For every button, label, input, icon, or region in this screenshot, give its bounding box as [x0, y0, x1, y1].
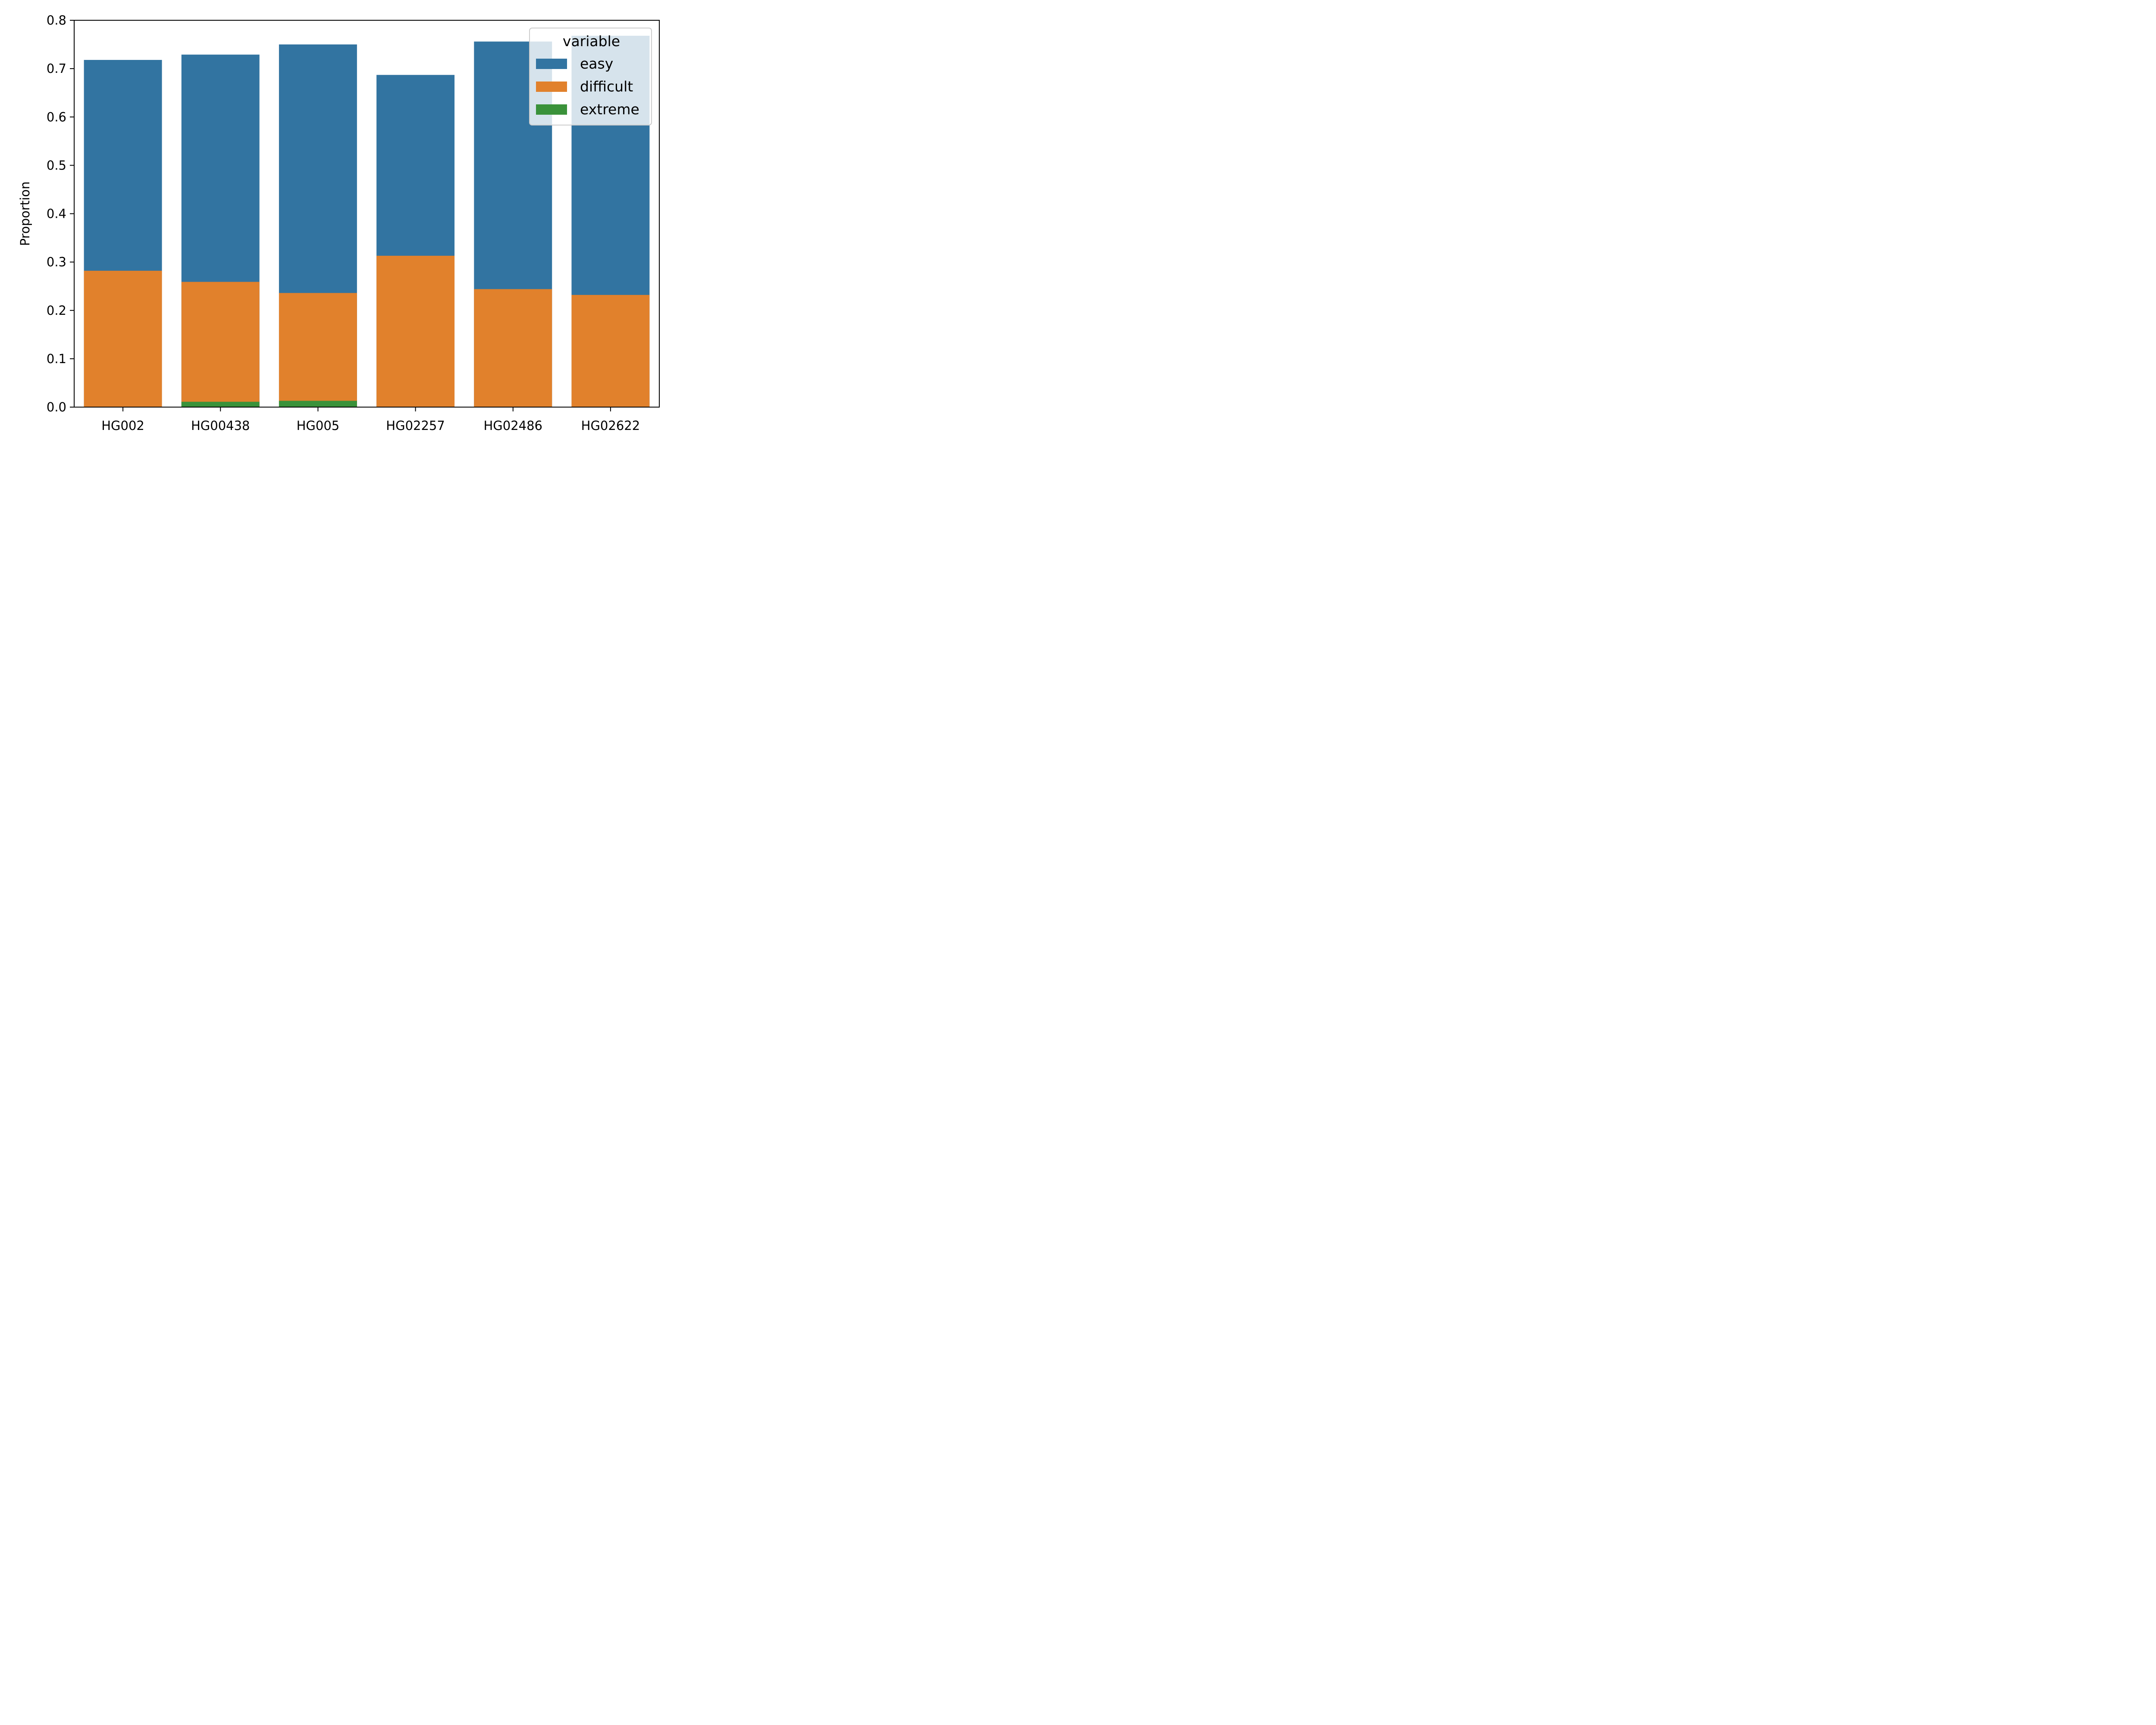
bar-difficult-hg02622 [571, 295, 650, 407]
y-axis-label: Proportion [18, 182, 32, 246]
legend-items: easy difficult extreme [536, 55, 639, 118]
legend-label-difficult: difficult [580, 78, 633, 95]
y-tick-label: 0.1 [47, 351, 66, 366]
y-tick-label: 0.7 [47, 61, 66, 76]
legend: variable easy difficult extreme [529, 28, 652, 125]
x-tick-label: HG02257 [386, 418, 445, 433]
bar-difficult-hg02486 [474, 289, 552, 407]
legend-label-easy: easy [580, 55, 613, 72]
y-axis: 0.0 0.1 0.2 0.3 0.4 0.5 0.6 0.7 0.8 [47, 13, 74, 414]
legend-swatch-easy [536, 59, 567, 69]
chart-container: 0.0 0.1 0.2 0.3 0.4 0.5 0.6 0.7 0.8 HG002 HG00438… [0, 0, 676, 448]
bar-extreme-hg00438 [181, 401, 260, 407]
bar-difficult-hg002 [84, 270, 162, 407]
x-tick-label: HG02622 [581, 418, 640, 433]
legend-box [529, 28, 652, 125]
bar-chart: 0.0 0.1 0.2 0.3 0.4 0.5 0.6 0.7 0.8 HG002 HG00438… [18, 13, 660, 433]
x-axis: HG002 HG00438 HG005 HG02257 HG02486 HG02622 [101, 407, 640, 433]
y-tick-label: 0.2 [47, 303, 66, 318]
legend-swatch-difficult [536, 82, 567, 92]
x-tick-label: HG002 [101, 418, 144, 433]
bar-difficult-hg02257 [376, 256, 455, 407]
y-tick-label: 0.4 [47, 207, 66, 221]
x-tick-label: HG005 [297, 418, 340, 433]
bar-difficult-hg005 [279, 293, 357, 407]
y-tick-label: 0.3 [47, 255, 66, 270]
x-tick-label: HG00438 [191, 418, 250, 433]
bar-extreme-hg005 [279, 401, 357, 407]
x-tick-label: HG02486 [483, 418, 542, 433]
y-tick-label: 0.5 [47, 158, 66, 172]
legend-title: variable [563, 33, 620, 50]
legend-swatch-extreme [536, 104, 567, 115]
y-tick-label: 0.6 [47, 110, 66, 124]
bars-layer [84, 35, 650, 408]
y-tick-label: 0.8 [47, 13, 66, 28]
y-tick-label: 0.0 [47, 400, 66, 414]
legend-label-extreme: extreme [580, 101, 639, 118]
bar-difficult-hg00438 [181, 282, 260, 407]
